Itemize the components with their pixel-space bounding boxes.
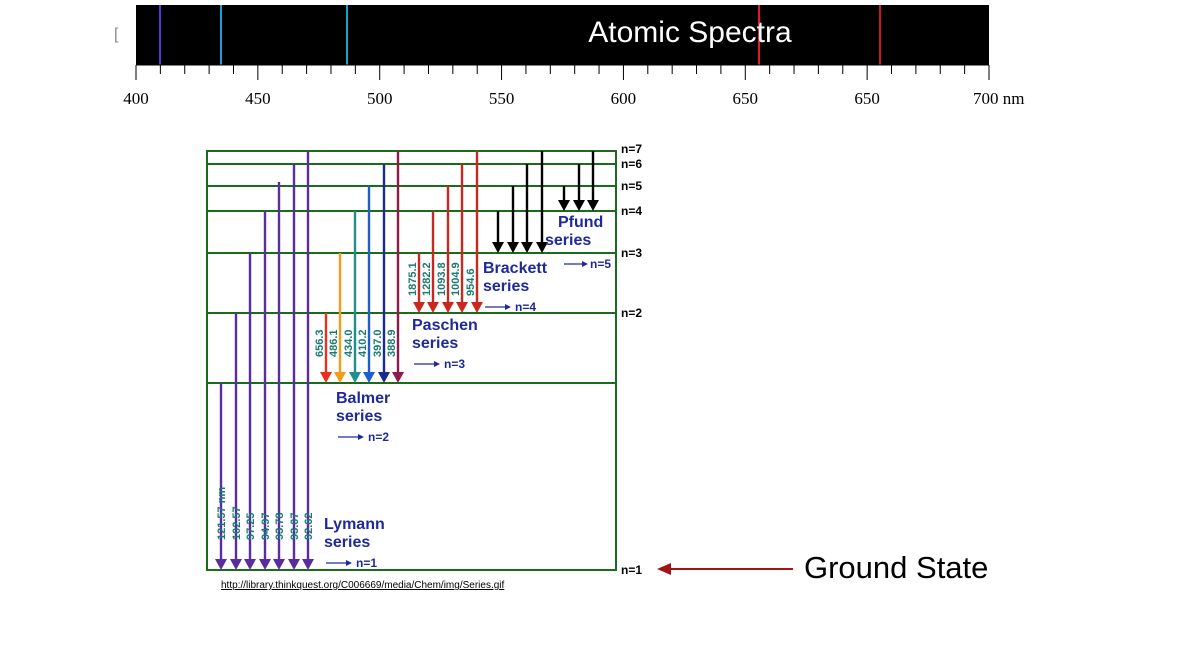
transition-arrowhead (507, 242, 519, 253)
series-target-level: n=5 (590, 257, 611, 271)
wavelength-label: 97.25 (245, 512, 257, 540)
transition-arrowhead (230, 559, 242, 570)
series-target-level: n=2 (368, 430, 389, 444)
tick-label: 400 (123, 89, 149, 108)
transition-arrowhead (587, 200, 599, 211)
level-label: n=5 (621, 179, 642, 193)
series-arrowhead (346, 560, 352, 566)
wavelength-label: 954.6 (465, 268, 477, 296)
series-name: series (336, 408, 382, 425)
wavelength-label: 94.97 (260, 512, 272, 540)
series-name: series (324, 534, 370, 551)
wavelength-label: 1875.1 (407, 262, 419, 296)
transition-arrowhead (378, 372, 390, 383)
transition-arrowhead (334, 372, 346, 383)
transition-arrowhead (244, 559, 256, 570)
wavelength-label: 1004.9 (450, 262, 462, 296)
transition-arrowhead (259, 559, 271, 570)
transition-arrowhead (427, 302, 439, 313)
bracket-glyph: [ (114, 26, 119, 43)
series-name: series (545, 232, 591, 249)
tick-label: 650 (854, 89, 880, 108)
level-label: n=4 (621, 204, 642, 218)
spectrum-background (136, 5, 989, 65)
wavelength-label: 102.57 (231, 506, 243, 540)
tick-label: 450 (245, 89, 271, 108)
transition-arrowhead (320, 372, 332, 383)
transition-arrowhead (536, 242, 548, 253)
series-name: Pfund (558, 214, 603, 231)
source-link[interactable]: http://library.thinkquest.org/C006669/me… (221, 580, 505, 591)
spectrum-title: Atomic Spectra (588, 16, 792, 49)
series-arrowhead (505, 304, 511, 310)
series-target-level: n=4 (515, 300, 536, 314)
tick-label: 700 nm (973, 89, 1024, 108)
series-name: Balmer (336, 390, 390, 407)
series-target-level: n=1 (356, 556, 377, 570)
wavelength-label: 1282.2 (421, 262, 433, 296)
series-target-level: n=3 (444, 357, 465, 371)
series-name: series (412, 335, 458, 352)
transition-arrowhead (413, 302, 425, 313)
transition-arrowhead (456, 302, 468, 313)
transition-arrowhead (521, 242, 533, 253)
wavelength-label: 434.0 (343, 329, 355, 357)
series-arrowhead (582, 261, 588, 267)
series-name: series (483, 278, 529, 295)
transition-arrowhead (215, 559, 227, 570)
wavelength-label: 388.9 (386, 329, 398, 357)
transition-arrowhead (392, 372, 404, 383)
level-label: n=6 (621, 157, 642, 171)
level-label: n=1 (621, 563, 642, 577)
wavelength-label: 121.57 nm (216, 487, 228, 540)
wavelength-label: 93.07 (289, 512, 301, 540)
series-name: Brackett (483, 260, 548, 277)
ground-state-label: Ground State (804, 550, 989, 585)
series-name: Lymann (324, 516, 385, 533)
wavelength-label: 486.1 (328, 329, 340, 357)
spectrum-bar: Atomic Spectra 400 450 500 550 600 650 650 700 … (123, 5, 1024, 108)
wavelength-label: 92.62 (303, 512, 315, 540)
transition-arrowhead (363, 372, 375, 383)
wavelength-label: 93.78 (274, 512, 286, 540)
wavelength-label: 410.2 (357, 329, 369, 357)
transition-arrowhead (573, 200, 585, 211)
tick-label: 650 (733, 89, 759, 108)
wavelength-label: 656.3 (314, 329, 326, 357)
transition-arrowhead (442, 302, 454, 313)
series-arrowhead (434, 361, 440, 367)
wavelength-label: 397.0 (372, 329, 384, 357)
transition-arrowhead (349, 372, 361, 383)
transition-arrowhead (273, 559, 285, 570)
transition-arrowhead (302, 559, 314, 570)
diagram-frame (206, 150, 617, 571)
transition-arrowhead (288, 559, 300, 570)
series-name: Paschen (412, 317, 478, 334)
tick-label: 500 (367, 89, 393, 108)
level-label: n=2 (621, 306, 642, 320)
tick-label: 600 (611, 89, 637, 108)
transition-arrowhead (471, 302, 483, 313)
level-label: n=7 (621, 142, 642, 156)
tick-label: 550 (489, 89, 515, 108)
transition-arrowhead (558, 200, 570, 211)
level-label: n=3 (621, 246, 642, 260)
transition-arrowhead (492, 242, 504, 253)
wavelength-label: 1093.8 (436, 262, 448, 296)
series-arrowhead (358, 434, 364, 440)
ground-state-arrowhead (657, 563, 671, 575)
